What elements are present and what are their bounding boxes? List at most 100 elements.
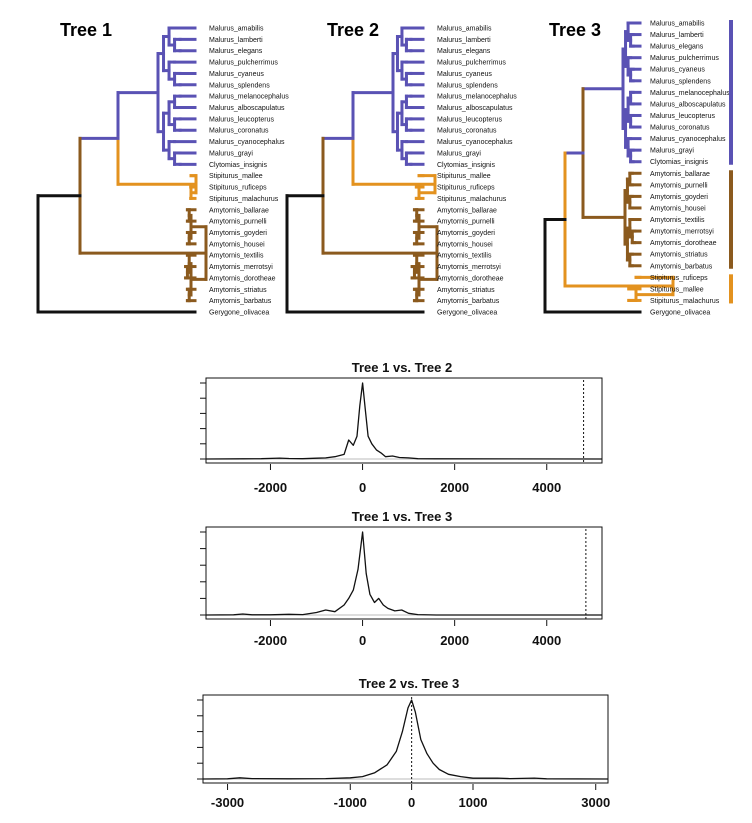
tip-label: Stipiturus_malachurus [437,196,507,203]
tip-label: Malurus_amabilis [209,26,264,33]
tip-label: Clytomias_insignis [437,162,495,169]
chart1-title: Tree 1 vs. Tree 2 [352,360,452,375]
x-tick-label: 0 [359,480,366,495]
tip-label: Malurus_elegans [437,48,491,55]
tip-label: Malurus_grayi [650,148,694,155]
tip-label: Amytornis_textilis [437,253,492,260]
tip-label: Stipiturus_ruficeps [650,275,708,282]
tree1-phylogeny: Malurus_amabilis Malurus_lamberti Malurus_… [36,26,289,317]
tip-label: Amytornis_textilis [209,253,264,260]
density-curve [205,382,603,460]
x-tick-label: 0 [359,633,366,648]
tree3-phylogeny: Malurus_amabilis Malurus_lamberti Malurus_… [543,20,733,317]
x-tick-label: -1000 [334,795,367,810]
tip-label: Malurus_melanocephalus [437,94,517,101]
tip-label: Malurus_alboscapulatus [650,101,726,108]
tip-label: Gerygone_olivacea [650,310,710,317]
tip-label: Amytornis_ballarae [437,207,497,214]
tip-label: Malurus_cyaneus [650,67,705,74]
tip-label: Malurus_coronatus [437,128,497,135]
tip-label: Malurus_melanocephalus [209,94,289,101]
tip-label: Malurus_amabilis [437,26,492,33]
tip-label: Malurus_pulcherrimus [209,60,278,67]
tip-label: Malurus_elegans [650,44,704,51]
x-tick-label: 0 [408,795,415,810]
tip-label: Amytornis_goyderi [209,230,267,237]
tip-label: Malurus_melanocephalus [650,90,730,97]
x-tick-label: 2000 [440,480,469,495]
tip-label: Malurus_alboscapulatus [209,105,285,112]
chart1-density-plot: -2000 0 2000 4000 [200,377,603,495]
tip-label: Stipiturus_malachurus [209,196,279,203]
tip-label: Malurus_cyanocephalus [437,139,513,146]
tip-label: Stipiturus_mallee [650,286,704,293]
tip-label: Amytornis_striatus [437,287,495,294]
tip-label: Amytornis_merrotsyi [650,229,714,236]
tip-label: Malurus_cyaneus [209,71,264,78]
tip-label: Stipiturus_ruficeps [437,185,495,192]
tip-label: Malurus_leucopterus [437,116,502,123]
tip-label: Amytornis_housei [209,241,265,248]
tip-label: Gerygone_olivacea [437,310,497,317]
chart3-title: Tree 2 vs. Tree 3 [359,676,459,691]
tip-label: Malurus_coronatus [650,125,710,132]
tip-label: Malurus_coronatus [209,128,269,135]
plot-frame [205,377,603,464]
tip-label: Amytornis_dorotheae [650,240,717,247]
tip-label: Amytornis_purnelli [437,219,495,226]
density-curve [202,699,609,780]
chart3-density-plot: -3000 -1000 0 1000 3000 [197,694,610,810]
x-tick-label: -2000 [254,633,287,648]
tip-label: Amytornis_barbatus [437,298,500,305]
tip-label: Amytornis_striatus [209,287,267,294]
tip-label: Malurus_splendens [209,82,270,89]
tip-label: Malurus_leucopterus [209,116,274,123]
tip-label: Amytornis_barbatus [209,298,272,305]
tree1-title: Tree 1 [60,20,112,40]
tip-label: Malurus_cyanocephalus [209,139,285,146]
density-curve [205,531,602,616]
tip-label: Amytornis_housei [437,241,493,248]
tip-label: Malurus_cyanocephalus [650,136,726,143]
tip-label: Malurus_pulcherrimus [650,55,719,62]
tip-label: Malurus_lamberti [209,37,263,44]
x-tick-label: -2000 [254,480,287,495]
chart2-density-plot: -2000 0 2000 4000 [200,526,603,648]
tip-label: Malurus_grayi [437,150,481,157]
tip-label: Amytornis_ballarae [209,207,269,214]
tip-label: Stipiturus_malachurus [650,298,720,305]
tip-label: Amytornis_purnelli [209,219,267,226]
tip-label: Gerygone_olivacea [209,310,269,317]
tip-label: Amytornis_dorotheae [437,275,504,282]
x-tick-label: 4000 [532,480,561,495]
tip-label: Amytornis_goyderi [650,194,708,201]
tip-label: Amytornis_striatus [650,252,708,259]
tip-label: Amytornis_housei [650,205,706,212]
tip-label: Stipiturus_mallee [209,173,263,180]
plot-frame [205,526,603,620]
tip-label: Malurus_cyaneus [437,71,492,78]
tip-label: Malurus_grayi [209,150,253,157]
tip-label: Amytornis_purnelli [650,182,708,189]
tip-label: Malurus_alboscapulatus [437,105,513,112]
tip-label: Amytornis_goyderi [437,230,495,237]
tip-label: Clytomias_insignis [650,159,708,166]
tip-label: Malurus_leucopterus [650,113,715,120]
x-tick-label: 4000 [532,633,561,648]
x-tick-label: 1000 [459,795,488,810]
plot-frame [202,694,609,784]
tip-label: Malurus_lamberti [650,32,704,39]
tip-label: Amytornis_textilis [650,217,705,224]
tip-label: Malurus_lamberti [437,37,491,44]
tip-label: Amytornis_merrotsyi [209,264,273,271]
tip-label: Malurus_amabilis [650,21,705,28]
x-tick-label: -3000 [211,795,244,810]
tree2-phylogeny: Malurus_amabilis Malurus_lamberti Malurus_… [285,26,517,317]
chart2-title: Tree 1 vs. Tree 3 [352,509,452,524]
tip-label: Amytornis_barbatus [650,263,713,270]
tree3-title: Tree 3 [549,20,601,40]
tip-label: Amytornis_ballarae [650,171,710,178]
tip-label: Clytomias_insignis [209,162,267,169]
tip-label: Malurus_splendens [650,78,711,85]
